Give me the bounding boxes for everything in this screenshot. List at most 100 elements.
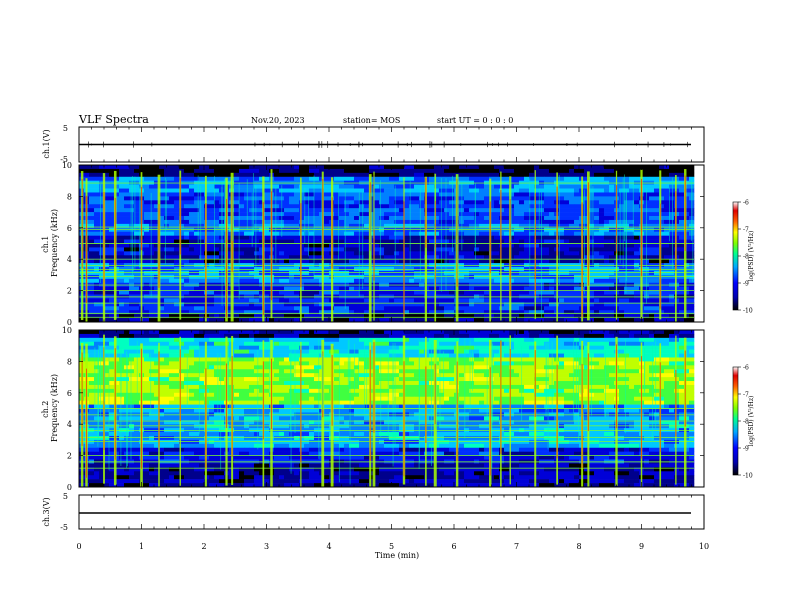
- spectrogram-cell: [404, 404, 410, 409]
- spectrogram-cell: [639, 471, 655, 476]
- spectrogram-cell: [524, 381, 530, 386]
- spectrogram-cell: [529, 231, 550, 236]
- spectrogram-cell: [224, 420, 245, 425]
- spectrogram-cell: [344, 455, 365, 460]
- spectrogram-cell: [689, 259, 695, 264]
- spectrogram-cell: [399, 455, 405, 460]
- sferic-streak: [358, 348, 359, 389]
- spectrogram-cell: [679, 381, 685, 386]
- spectrogram-cell: [149, 435, 155, 441]
- spectrogram-cell: [309, 259, 315, 264]
- sferic-streak: [358, 192, 360, 297]
- sferic-streak: [456, 340, 457, 445]
- spectrogram-cell: [189, 270, 195, 276]
- spectrogram-cell: [359, 247, 375, 252]
- spectrogram-cell: [679, 396, 695, 401]
- spectrogram-cell: [319, 451, 340, 456]
- spectrogram-cell: [104, 231, 120, 236]
- spectrogram-cell: [364, 223, 370, 229]
- spectrogram-cell: [589, 219, 600, 225]
- spectrogram-cell: [89, 435, 110, 441]
- spectrogram-cell: [129, 447, 145, 452]
- spectrogram-cell: [289, 204, 310, 209]
- spectrogram-cell: [524, 318, 545, 322]
- spectrogram-cell: [519, 227, 525, 233]
- spectrogram-cell: [399, 208, 405, 213]
- spectrogram-cell: [534, 447, 550, 452]
- spectrogram-cell: [529, 333, 540, 339]
- spectrogram-cell: [384, 188, 395, 193]
- spectrogram-cell: [619, 471, 630, 476]
- spectrogram-cell: [289, 259, 310, 264]
- spectrogram-cell: [364, 274, 370, 280]
- spectrogram-cell: [159, 455, 165, 460]
- spectrogram-cell: [669, 172, 685, 178]
- spectrogram-cell: [654, 227, 665, 233]
- spectrogram-cell: [589, 176, 605, 181]
- spectrogram-cell: [224, 231, 245, 236]
- spectrogram-cell: [239, 333, 250, 339]
- spectrogram-cell: [464, 247, 475, 252]
- spectrogram-cell: [649, 451, 665, 456]
- spectrogram-cell: [684, 420, 695, 425]
- spectrogram-cell: [79, 424, 90, 429]
- spectrogram-cell: [684, 337, 690, 343]
- spectrogram-cell: [334, 381, 350, 386]
- spectrogram-cell: [549, 377, 560, 382]
- spectrogram-cell: [204, 333, 225, 339]
- spectrogram-cell: [589, 235, 605, 240]
- spectrogram-cell: [369, 212, 385, 217]
- spectrogram-cell: [389, 333, 410, 339]
- spectrogram-cell: [344, 314, 360, 319]
- spectrogram-cell: [179, 188, 190, 193]
- spectrogram-cell: [379, 353, 385, 358]
- spectrogram-cell: [349, 424, 370, 429]
- spectrogram-cell: [494, 369, 515, 374]
- sferic-streak: [313, 175, 315, 280]
- spectrogram-cell: [99, 384, 115, 390]
- spectrogram-cell: [679, 219, 695, 225]
- spectrogram-cell: [459, 216, 470, 221]
- broadband-burst-core: [300, 203, 302, 288]
- spectrogram-cell: [184, 204, 205, 209]
- spectrogram-cell: [634, 467, 645, 472]
- spectrogram-cell: [334, 416, 340, 421]
- spectrogram-cell: [564, 172, 575, 178]
- spectrogram-cell: [299, 345, 310, 350]
- spectrogram-cell: [239, 274, 255, 280]
- spectrogram-cell: [214, 365, 235, 370]
- spectrogram-cell: [374, 471, 380, 476]
- spectrogram-cell: [99, 204, 105, 209]
- spectrogram-cell: [209, 168, 215, 174]
- spectrogram-cell: [109, 298, 130, 303]
- spectrogram-cell: [634, 337, 640, 343]
- spectrogram-cell: [669, 404, 680, 409]
- spectrogram-cell: [339, 286, 350, 291]
- spectrogram-cell: [159, 463, 170, 468]
- spectrogram-cell: [179, 227, 195, 233]
- colorbar-tick-label: -7: [743, 227, 749, 234]
- spectrogram-cell: [144, 227, 150, 233]
- spectrogram-cell: [149, 471, 160, 476]
- spectrogram-cell: [599, 168, 615, 174]
- spectrogram-cell: [464, 255, 485, 260]
- spectrogram-cell: [239, 176, 260, 181]
- spectrogram-cell: [664, 310, 680, 315]
- spectrogram-cell: [239, 471, 245, 476]
- spectrogram-cell: [194, 200, 215, 205]
- spectrogram-cell: [99, 388, 115, 394]
- spectrogram-cell: [634, 451, 640, 456]
- broadband-burst-core: [616, 344, 617, 429]
- spectrogram-cell: [279, 377, 295, 382]
- spectrogram-cell: [604, 306, 620, 311]
- spectrogram-cell: [389, 447, 400, 452]
- spectrogram-cell: [144, 447, 165, 452]
- spectrogram-cell: [224, 373, 245, 378]
- spectrogram-cell: [674, 435, 685, 441]
- spectrogram-cell: [424, 212, 445, 217]
- spectrogram-cell: [249, 396, 255, 401]
- spectrogram-cell: [439, 219, 460, 225]
- spectrogram-cell: [224, 377, 245, 382]
- spectrogram-cell: [444, 396, 450, 401]
- spectrogram-cell: [284, 212, 290, 217]
